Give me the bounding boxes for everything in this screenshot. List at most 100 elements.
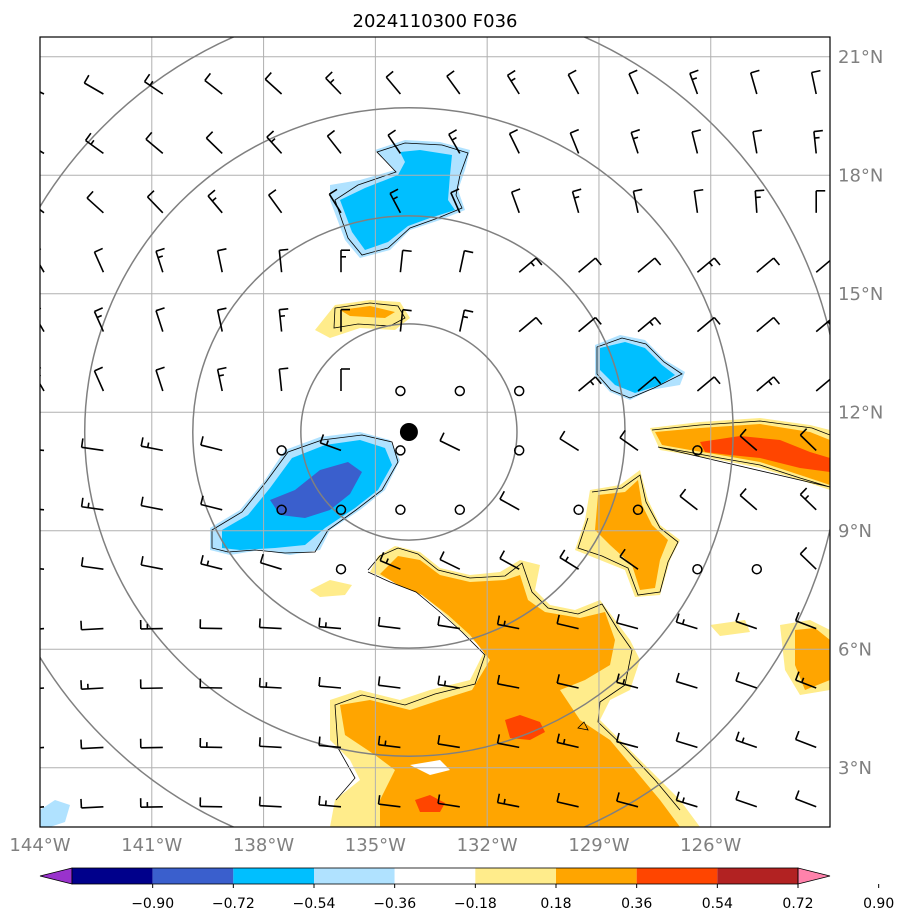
- range-ring: [300, 323, 518, 541]
- wind-barb: [318, 677, 342, 689]
- wind-barb: [799, 487, 817, 511]
- wind-barb: [794, 671, 817, 689]
- wind-barb: [448, 129, 461, 154]
- wind-barb: [437, 794, 460, 808]
- wind-barb: [810, 69, 821, 95]
- wind-barb: [145, 131, 164, 155]
- wind-barb: [578, 376, 602, 392]
- latitude-label: 6°N: [838, 639, 872, 660]
- wind-barb: [80, 620, 104, 631]
- wind-barb: [205, 131, 223, 154]
- latitude-label: 12°N: [838, 402, 883, 423]
- wind-barb: [675, 791, 698, 808]
- calm-wind-marker: [573, 504, 584, 516]
- longitude-label: 129°W: [568, 835, 629, 856]
- wind-barb: [696, 257, 721, 273]
- wind-barb: [80, 798, 104, 809]
- wind-barb: [140, 437, 163, 452]
- wind-barb: [139, 679, 163, 690]
- wind-barb: [325, 71, 342, 95]
- wind-barb: [437, 734, 460, 749]
- wind-barb: [518, 316, 543, 333]
- wind-barb: [258, 618, 282, 630]
- colorbar-segment: [394, 868, 476, 884]
- wind-barb: [80, 680, 104, 690]
- wind-barb: [278, 248, 289, 273]
- wind-barb: [496, 615, 520, 630]
- wind-barb: [264, 72, 283, 95]
- calm-wind-marker: [454, 504, 466, 516]
- wind-barb: [496, 793, 520, 808]
- wind-barb: [556, 792, 579, 808]
- colorbar-segment: [72, 868, 153, 884]
- colorbar-segment: [475, 868, 556, 884]
- positive-region-northwest: [315, 300, 410, 338]
- wind-barb: [754, 189, 765, 213]
- wind-barb: [207, 189, 223, 214]
- graticule: [40, 37, 830, 827]
- calm-wind-marker: [632, 504, 644, 516]
- wind-barb: [735, 790, 758, 808]
- wind-barb: [258, 796, 282, 808]
- wind-barb: [510, 188, 521, 214]
- wind-barb: [637, 257, 662, 273]
- calm-wind-marker: [395, 445, 406, 456]
- wind-barb: [815, 378, 830, 392]
- wind-barb: [496, 734, 520, 749]
- colorbar-segment: [314, 868, 395, 884]
- wind-barb: [340, 368, 350, 391]
- wind-barb: [439, 432, 461, 452]
- latitude-label: 9°N: [838, 521, 872, 542]
- colorbar-level-label: 0.90: [863, 896, 894, 912]
- colorbar-level-label: 0.18: [540, 896, 571, 912]
- wind-barb: [268, 189, 283, 214]
- wind-barb: [216, 307, 227, 332]
- wind-barb: [559, 549, 580, 570]
- wind-barb: [40, 247, 45, 273]
- colorbar-segment: [152, 868, 234, 884]
- calm-wind-marker: [395, 385, 406, 397]
- wind-barb: [200, 554, 223, 570]
- range-ring: [83, 107, 734, 757]
- wind-barb: [83, 74, 104, 95]
- wind-barb: [578, 257, 602, 273]
- positive-region-small-2: [710, 620, 750, 636]
- wind-barb: [739, 488, 758, 511]
- storm-center-marker: [399, 423, 418, 441]
- wind-barb: [318, 795, 342, 808]
- wind-barb: [200, 495, 223, 511]
- wind-barb: [499, 550, 520, 570]
- wind-barb: [559, 430, 580, 452]
- wind-barb: [632, 188, 643, 213]
- wind-barb: [40, 208, 45, 214]
- wind-barb: [675, 613, 698, 630]
- wind-barb: [40, 149, 45, 155]
- wind-barb: [752, 129, 762, 154]
- wind-barb: [556, 674, 579, 689]
- wind-barb: [815, 190, 826, 213]
- wind-barb: [80, 497, 104, 511]
- latitude-label: 3°N: [838, 758, 872, 779]
- colorbar: −0.90 −0.72 −0.54 −0.36 −0.18 0.18 0.36 0.54 0.7…: [39, 867, 894, 912]
- wind-barb: [258, 677, 282, 689]
- wind-barb: [80, 739, 104, 750]
- longitude-label: 132°W: [457, 835, 518, 856]
- latitude-label: 18°N: [838, 165, 883, 186]
- range-ring: [192, 215, 626, 649]
- wind-barb: [696, 316, 721, 333]
- positive-region-south-core: [340, 556, 680, 827]
- wind-barb: [615, 732, 639, 749]
- colorbar-extend-low: [39, 867, 73, 885]
- latitude-label: 21°N: [838, 47, 883, 68]
- calm-wind-marker: [276, 445, 287, 456]
- wind-barb: [615, 673, 639, 689]
- colorbar-segment: [233, 868, 314, 884]
- wind-barb: [794, 730, 817, 749]
- calm-wind-marker: [692, 445, 703, 456]
- calm-wind-marker: [335, 563, 347, 575]
- wind-barb: [813, 129, 823, 154]
- wind-barb: [556, 614, 579, 630]
- wind-barb: [259, 553, 282, 570]
- wind-barb: [319, 434, 342, 452]
